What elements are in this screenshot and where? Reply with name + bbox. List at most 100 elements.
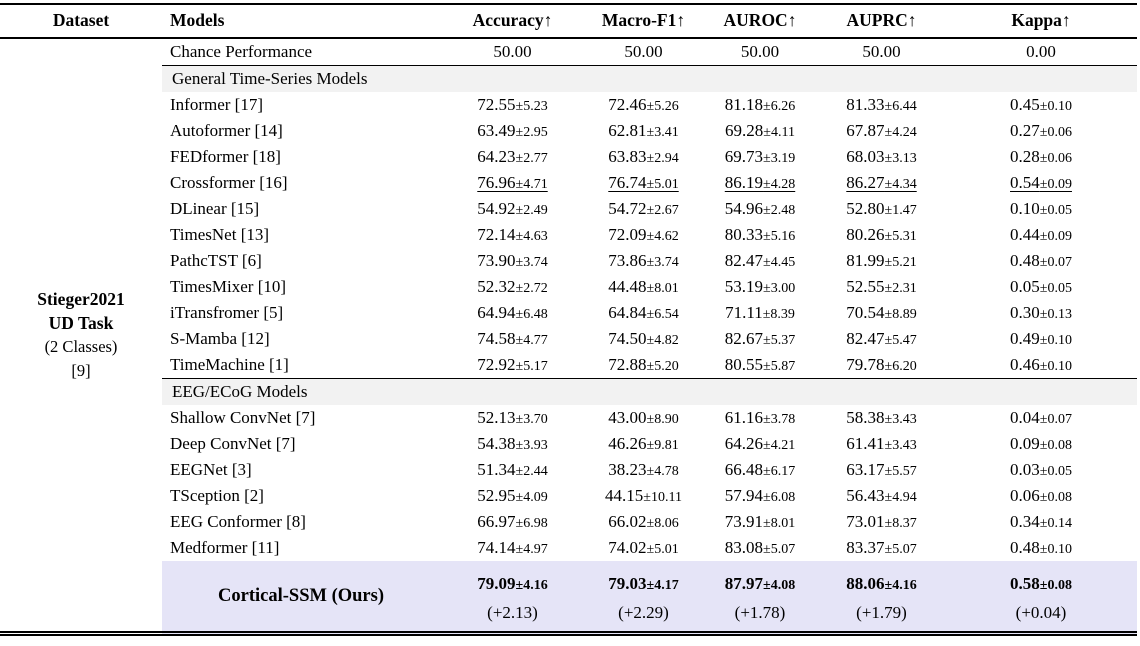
metric-value-cell: 64.94±6.48: [477, 303, 548, 322]
metric-value-cell: 72.09±4.62: [608, 225, 679, 244]
std-dev: ±5.26: [646, 99, 679, 114]
metric-value-cell: 88.06±4.16 (+1.79): [818, 561, 945, 634]
std-dev: ±0.10: [1039, 542, 1072, 557]
std-dev: ±3.19: [763, 151, 796, 166]
dataset-label-line: [9]: [71, 361, 91, 380]
std-dev: ±4.62: [646, 229, 679, 244]
col-header-models: Models: [162, 4, 440, 39]
header-row: Dataset Models Accuracy↑ Macro-F1↑ AUROC…: [0, 4, 1137, 39]
metric-value-cell: 81.18±6.26: [724, 95, 796, 114]
best-metric-value: 88.06±4.16: [846, 574, 917, 593]
section-label: EEG/ECoG Models: [162, 378, 1137, 405]
metric-value-cell: 82.47±5.47: [846, 329, 917, 348]
dataset-label-line: Stieger2021: [37, 289, 125, 309]
metric-value-cell: 66.02±8.06: [608, 512, 679, 531]
metric-value-cell: 0.10±0.05: [1010, 199, 1072, 218]
metric-value-cell: 74.50±4.82: [608, 329, 679, 348]
metric-value-cell: 71.11±8.39: [725, 303, 795, 322]
model-name-cell: TimeMachine [1]: [170, 355, 289, 374]
metric-value-cell: 69.73±3.19: [724, 147, 796, 166]
improvement-delta: (+0.04): [1015, 603, 1067, 622]
std-dev: ±3.74: [646, 255, 679, 270]
std-dev: ±3.43: [884, 438, 917, 453]
table-body: Stieger2021 UD Task (2 Classes) [9] Chance P…: [0, 38, 1137, 634]
std-dev: ±0.05: [1039, 464, 1072, 479]
model-name-cell: PathcTST [6]: [170, 251, 262, 270]
metric-value-cell: 0.49±0.10: [1010, 329, 1072, 348]
metric-value-cell: 61.41±3.43: [846, 434, 917, 453]
std-dev: ±2.72: [515, 281, 548, 296]
ours-result-row: Cortical-SSM (Ours) 79.09±4.16 (+2.13) 79.0…: [0, 561, 1137, 634]
dataset-label-line: (2 Classes): [44, 337, 118, 356]
std-dev: ±2.95: [515, 125, 548, 140]
model-name-cell: Shallow ConvNet [7]: [170, 408, 316, 427]
second-best-value: 0.54±0.09: [1010, 173, 1072, 192]
metric-value-cell: 67.87±4.24: [846, 121, 917, 140]
std-dev: ±4.34: [884, 177, 917, 192]
std-dev: ±3.41: [646, 125, 679, 140]
section-label: General Time-Series Models: [162, 65, 1137, 92]
std-dev: ±1.47: [884, 203, 917, 218]
metric-value-cell: 51.34±2.44: [477, 460, 548, 479]
model-name-cell: TimesMixer [10]: [170, 277, 287, 296]
metric-value-cell: 66.97±6.98: [477, 512, 548, 531]
metric-value-cell: 81.33±6.44: [846, 95, 917, 114]
std-dev: ±3.78: [763, 412, 796, 427]
std-dev: ±4.78: [646, 464, 679, 479]
std-dev: ±4.11: [763, 125, 795, 140]
std-dev: ±5.07: [763, 542, 796, 557]
metric-value-cell: 63.17±5.57: [846, 460, 917, 479]
metric-value-cell: 83.37±5.07: [846, 538, 917, 557]
std-dev: ±4.16: [884, 578, 917, 593]
std-dev: ±2.44: [515, 464, 548, 479]
col-header-accuracy: Accuracy↑: [440, 4, 585, 39]
std-dev: ±4.71: [515, 177, 548, 192]
std-dev: ±6.54: [646, 307, 679, 322]
std-dev: ±4.77: [515, 333, 548, 348]
std-dev: ±8.37: [884, 516, 917, 531]
dataset-label-line: UD Task: [48, 313, 114, 333]
metric-value-cell: 74.14±4.97: [477, 538, 548, 557]
std-dev: ±8.39: [762, 307, 795, 322]
std-dev: ±6.08: [763, 490, 796, 505]
metric-value-cell: 0.27±0.06: [1010, 121, 1072, 140]
std-dev: ±0.06: [1039, 151, 1072, 166]
metric-value-cell: 50.00: [440, 38, 585, 66]
metric-value-cell: 73.86±3.74: [608, 251, 679, 270]
std-dev: ±0.07: [1039, 412, 1072, 427]
metric-value-cell: 74.02±5.01: [608, 538, 679, 557]
metric-value-cell: 73.91±8.01: [724, 512, 796, 531]
metric-value-cell: 72.14±4.63: [477, 225, 548, 244]
metric-value-cell: 61.16±3.78: [724, 408, 796, 427]
std-dev: ±5.21: [884, 255, 917, 270]
result-row: TSception [2] 52.95±4.09 44.15±10.11 57.94±…: [0, 483, 1137, 509]
std-dev: ±0.09: [1039, 177, 1072, 192]
model-name-cell: iTransfromer [5]: [170, 303, 284, 322]
result-row: Deep ConvNet [7] 54.38±3.93 46.26±9.81 64.2…: [0, 431, 1137, 457]
metric-value-cell: 80.55±5.87: [724, 355, 796, 374]
std-dev: ±0.13: [1039, 307, 1072, 322]
metric-value-cell: 54.92±2.49: [477, 199, 548, 218]
std-dev: ±0.07: [1039, 255, 1072, 270]
std-dev: ±6.26: [763, 99, 796, 114]
std-dev: ±4.21: [763, 438, 796, 453]
model-name-cell: TSception [2]: [170, 486, 264, 505]
metric-value-cell: 70.54±8.89: [846, 303, 917, 322]
metric-value-cell: 50.00: [585, 38, 702, 66]
metric-value-cell: 64.84±6.54: [608, 303, 679, 322]
metric-value-cell: 81.99±5.21: [846, 251, 917, 270]
model-name-cell: Crossformer [16]: [170, 173, 288, 192]
std-dev: ±5.31: [884, 229, 917, 244]
result-row: EEGNet [3] 51.34±2.44 38.23±4.78 66.48±6.17…: [0, 457, 1137, 483]
metric-value-cell: 69.28±4.11: [725, 121, 795, 140]
section-header-row: EEG/ECoG Models: [0, 378, 1137, 405]
result-row: Autoformer [14] 63.49±2.95 62.81±3.41 69.28…: [0, 118, 1137, 144]
result-row: FEDformer [18] 64.23±2.77 63.83±2.94 69.73±…: [0, 144, 1137, 170]
std-dev: ±5.16: [763, 229, 796, 244]
metric-value-cell: 86.19±4.28: [702, 170, 818, 196]
std-dev: ±4.45: [763, 255, 796, 270]
std-dev: ±4.08: [763, 578, 796, 593]
best-metric-value: 0.58±0.08: [1010, 574, 1072, 593]
col-header-macro-f1: Macro-F1↑: [585, 4, 702, 39]
